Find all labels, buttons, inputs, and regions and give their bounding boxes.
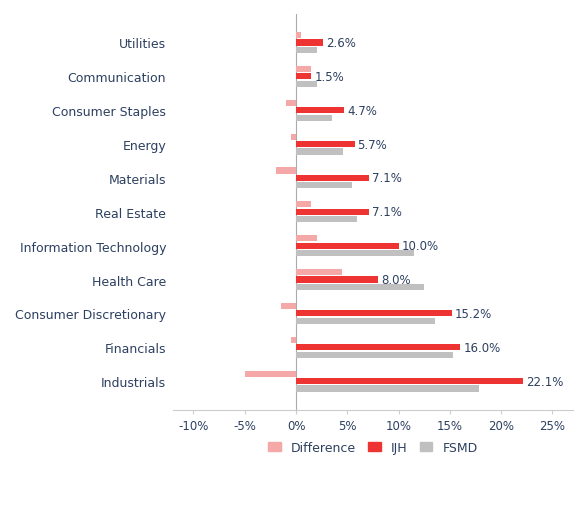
Text: 7.1%: 7.1%	[372, 172, 402, 185]
Text: 22.1%: 22.1%	[526, 375, 563, 388]
Bar	[296, 217, 356, 223]
Bar	[276, 168, 296, 174]
Bar	[296, 243, 399, 249]
Bar	[296, 209, 369, 215]
Bar	[296, 183, 352, 189]
Legend: Difference, IJH, FSMD: Difference, IJH, FSMD	[263, 436, 483, 459]
Bar	[296, 250, 414, 257]
Bar	[296, 108, 344, 114]
Text: 15.2%: 15.2%	[455, 307, 492, 320]
Text: 5.7%: 5.7%	[358, 138, 387, 151]
Bar	[296, 318, 435, 324]
Text: 7.1%: 7.1%	[372, 206, 402, 219]
Bar	[296, 378, 523, 384]
Bar	[296, 33, 301, 39]
Bar	[291, 337, 296, 343]
Bar	[296, 285, 425, 291]
Bar	[296, 40, 323, 46]
Bar	[296, 202, 312, 208]
Bar	[296, 236, 316, 242]
Text: 2.6%: 2.6%	[326, 37, 356, 50]
Text: 8.0%: 8.0%	[381, 273, 411, 287]
Bar	[296, 116, 332, 122]
Bar	[296, 345, 460, 351]
Bar	[296, 352, 453, 358]
Bar	[296, 149, 343, 155]
Bar	[296, 310, 452, 317]
Bar	[296, 269, 342, 275]
Bar	[291, 134, 296, 140]
Bar	[296, 176, 369, 182]
Text: 10.0%: 10.0%	[402, 240, 439, 252]
Bar	[296, 67, 312, 73]
Text: 16.0%: 16.0%	[463, 341, 500, 354]
Bar	[245, 371, 296, 377]
Bar	[280, 303, 296, 309]
Bar	[296, 142, 355, 148]
Bar	[296, 81, 316, 88]
Bar	[296, 48, 316, 54]
Bar	[296, 74, 312, 80]
Text: 1.5%: 1.5%	[315, 71, 344, 83]
Bar	[286, 100, 296, 106]
Text: 4.7%: 4.7%	[348, 104, 377, 118]
Bar	[296, 386, 479, 392]
Bar	[296, 277, 378, 283]
